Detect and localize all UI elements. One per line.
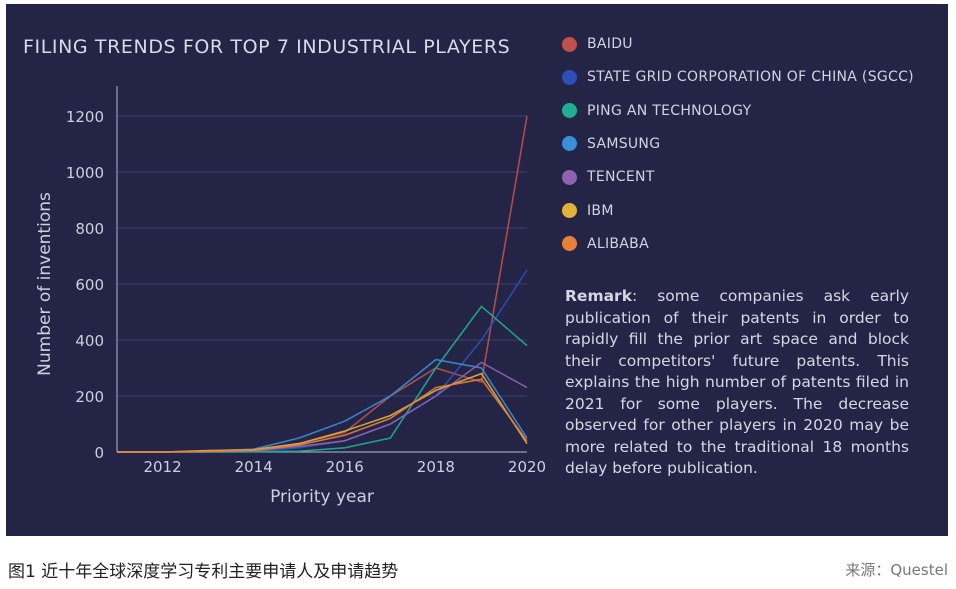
y-tick-label: 800 (75, 220, 104, 238)
legend-marker (562, 103, 577, 119)
legend-item: PING AN TECHNOLOGY (562, 101, 751, 121)
legend-label: BAIDU (587, 36, 633, 52)
series-line-state-grid-corporation-of-china-sgcc (117, 269, 528, 453)
y-axis-label: Number of inventions (35, 192, 55, 376)
source-credit: 来源：Questel (845, 561, 948, 579)
remark-note: Remark: some companies ask early publica… (565, 286, 909, 480)
legend-label: PING AN TECHNOLOGY (587, 102, 752, 119)
legend-marker (562, 203, 577, 218)
y-tick-label: 0 (94, 444, 104, 462)
legend-label: IBM (587, 202, 614, 219)
x-tick-label: 2012 (143, 458, 181, 476)
legend-item: BAIDU (562, 34, 633, 54)
legend-label: SAMSUNG (587, 135, 661, 152)
legend-label: ALIBABA (587, 235, 649, 252)
legend-marker (562, 36, 577, 52)
remark-label: Remark (565, 287, 633, 305)
x-tick-label: 2020 (508, 458, 546, 476)
y-tick-label: 1000 (66, 164, 104, 182)
legend-item: SAMSUNG (562, 134, 660, 154)
chart-title: FILING TRENDS FOR TOP 7 INDUSTRIAL PLAYE… (23, 36, 511, 58)
series-line-alibaba (117, 378, 528, 453)
legend-item: TENCENT (562, 167, 655, 187)
x-tick-label: 2014 (235, 458, 273, 476)
legend-marker (562, 136, 577, 152)
legend-marker (562, 169, 577, 185)
y-tick-label: 600 (75, 276, 104, 294)
legend-label: TENCENT (587, 169, 655, 186)
chart-panel: 0 200 400 600 800 1000 1200 2012 2014 2016 2018 202… (6, 4, 948, 536)
x-tick-label: 2016 (326, 458, 364, 476)
y-tick-label: 1200 (66, 108, 104, 126)
remark-text: : some companies ask early publication o… (565, 287, 909, 477)
line-chart: 0 200 400 600 800 1000 1200 2012 2014 2016 2018 202… (35, 86, 546, 507)
legend-marker (562, 236, 577, 252)
figure-caption: 图1 近十年全球深度学习专利主要申请人及申请趋势 (8, 562, 399, 582)
x-axis-label: Priority year (270, 487, 374, 507)
legend-item: ALIBABA (562, 234, 649, 254)
y-tick-label: 400 (75, 332, 104, 350)
legend-marker (562, 69, 577, 85)
legend-label: STATE GRID CORPORATION OF CHINA (SGCC) (587, 69, 914, 86)
legend-item: STATE GRID CORPORATION OF CHINA (SGCC) (562, 67, 914, 87)
x-tick-label: 2018 (417, 458, 455, 476)
legend-item: IBM (562, 201, 614, 221)
y-tick-label: 200 (75, 388, 104, 406)
